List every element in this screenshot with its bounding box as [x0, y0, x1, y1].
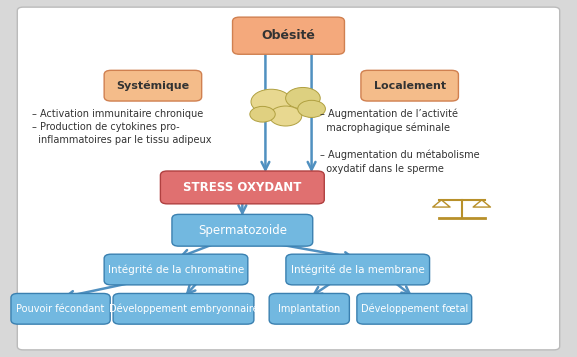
Circle shape — [269, 106, 302, 126]
FancyBboxPatch shape — [286, 254, 429, 285]
Circle shape — [251, 89, 291, 114]
FancyBboxPatch shape — [104, 254, 248, 285]
Text: STRESS OXYDANT: STRESS OXYDANT — [183, 181, 302, 194]
Text: Localement: Localement — [373, 81, 445, 91]
FancyBboxPatch shape — [160, 171, 324, 204]
Text: Intégrité de la membrane: Intégrité de la membrane — [291, 264, 425, 275]
FancyBboxPatch shape — [269, 293, 350, 324]
Text: Pouvoir fécondant: Pouvoir fécondant — [16, 304, 105, 314]
Circle shape — [250, 106, 275, 122]
Text: Spermatozoide: Spermatozoide — [198, 224, 287, 237]
Text: – Activation immunitaire chronique
– Production de cytokines pro-
  inflammatoir: – Activation immunitaire chronique – Pro… — [32, 109, 211, 145]
Text: – Augmentation de l’activité
  macrophagique séminale

– Augmentation du métabol: – Augmentation de l’activité macrophagiq… — [320, 109, 480, 174]
Text: Implantation: Implantation — [278, 304, 340, 314]
FancyBboxPatch shape — [11, 293, 110, 324]
Text: Développement fœtal: Développement fœtal — [361, 303, 468, 314]
FancyBboxPatch shape — [113, 293, 254, 324]
Text: Intégrité de la chromatine: Intégrité de la chromatine — [108, 264, 244, 275]
Text: Systémique: Systémique — [117, 80, 189, 91]
FancyBboxPatch shape — [233, 17, 344, 54]
Text: Obésité: Obésité — [261, 29, 316, 42]
Circle shape — [286, 87, 320, 109]
FancyBboxPatch shape — [104, 70, 202, 101]
FancyBboxPatch shape — [172, 214, 313, 246]
FancyBboxPatch shape — [17, 7, 560, 350]
FancyBboxPatch shape — [361, 70, 458, 101]
Circle shape — [298, 100, 325, 117]
FancyBboxPatch shape — [357, 293, 471, 324]
Text: Développement embryonnaire: Développement embryonnaire — [108, 303, 258, 314]
